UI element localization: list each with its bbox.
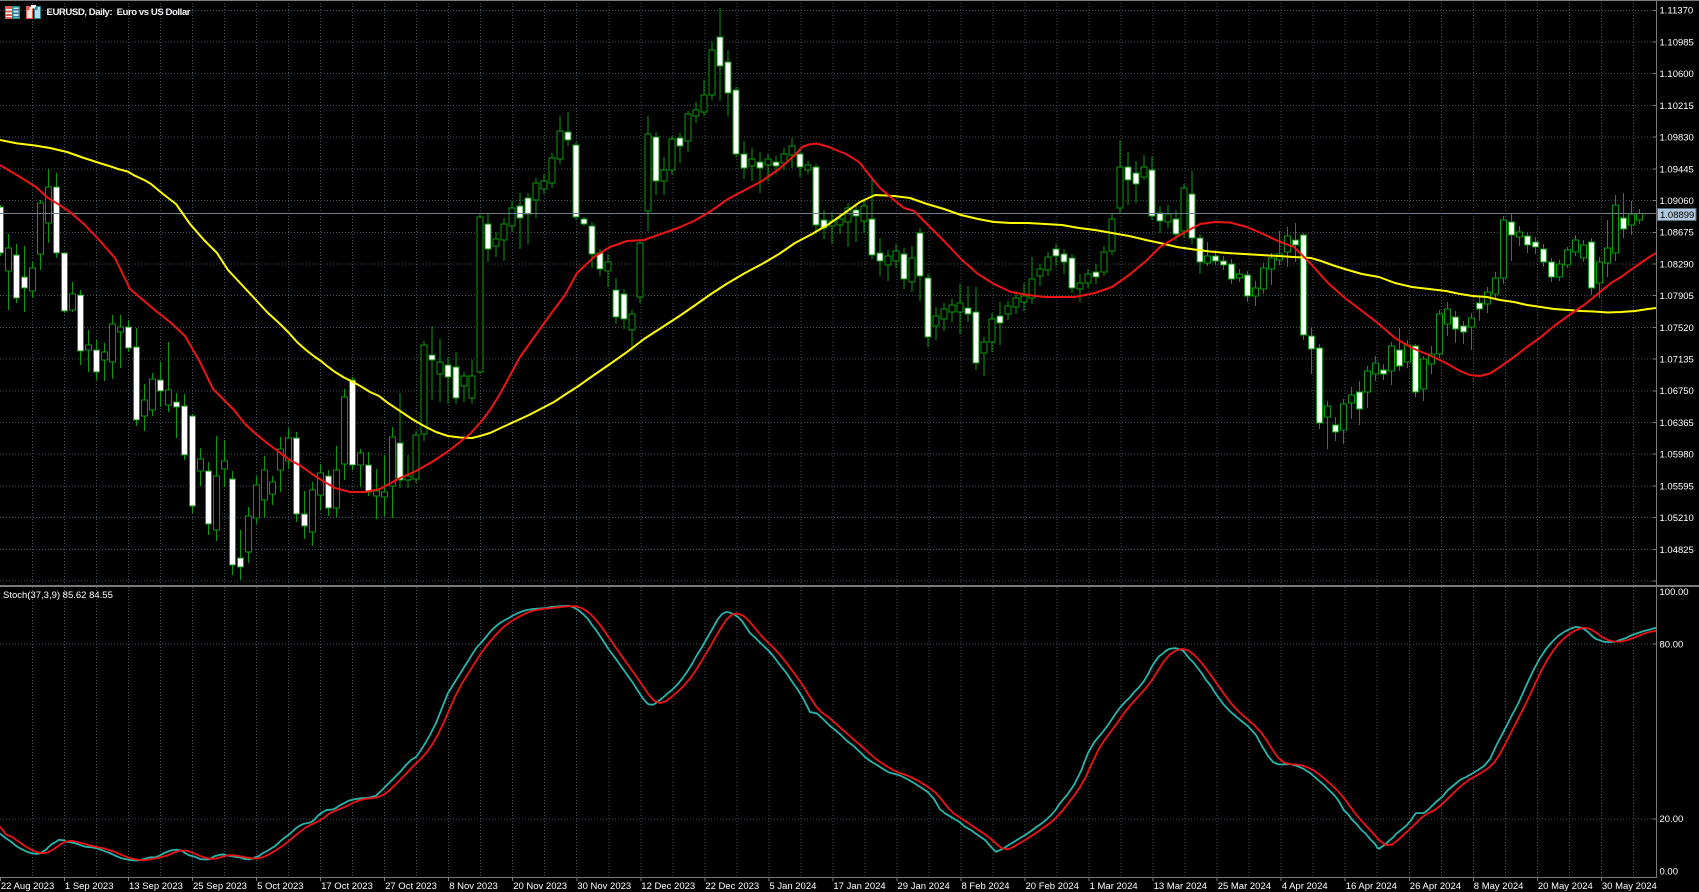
svg-text:5 Oct 2023: 5 Oct 2023 (257, 881, 303, 892)
svg-text:Stoch(37,3,9) 85.62 84.55: Stoch(37,3,9) 85.62 84.55 (3, 590, 113, 601)
svg-text:1.08675: 1.08675 (1660, 228, 1694, 239)
svg-text:1.05980: 1.05980 (1660, 450, 1694, 461)
svg-text:25 Sep 2023: 25 Sep 2023 (193, 881, 247, 892)
svg-text:1 Mar 2024: 1 Mar 2024 (1090, 881, 1138, 892)
svg-text:13 Mar 2024: 13 Mar 2024 (1154, 881, 1207, 892)
svg-text:1.07520: 1.07520 (1660, 323, 1694, 334)
svg-text:1.07905: 1.07905 (1660, 291, 1694, 302)
svg-text:4 Apr 2024: 4 Apr 2024 (1282, 881, 1328, 892)
svg-text:22 Aug 2023: 22 Aug 2023 (1, 881, 54, 892)
svg-text:27 Oct 2023: 27 Oct 2023 (385, 881, 437, 892)
svg-text:16 Apr 2024: 16 Apr 2024 (1346, 881, 1397, 892)
svg-text:20 May 2024: 20 May 2024 (1538, 881, 1593, 892)
svg-text:5 Jan 2024: 5 Jan 2024 (769, 881, 816, 892)
svg-text:100.00: 100.00 (1660, 587, 1689, 598)
svg-text:17 Oct 2023: 17 Oct 2023 (321, 881, 373, 892)
svg-text:1.07135: 1.07135 (1660, 355, 1694, 366)
svg-text:1.05210: 1.05210 (1660, 513, 1694, 524)
svg-text:1.09830: 1.09830 (1660, 133, 1694, 144)
svg-text:1.08290: 1.08290 (1660, 259, 1694, 270)
svg-text:26 Apr 2024: 26 Apr 2024 (1410, 881, 1461, 892)
svg-text:8 Feb 2024: 8 Feb 2024 (962, 881, 1010, 892)
svg-text:25 Mar 2024: 25 Mar 2024 (1218, 881, 1271, 892)
svg-text:30 May 2024: 30 May 2024 (1602, 881, 1657, 892)
svg-text:0.00: 0.00 (1660, 867, 1679, 878)
svg-text:20 Feb 2024: 20 Feb 2024 (1026, 881, 1079, 892)
svg-text:80.00: 80.00 (1660, 640, 1684, 651)
svg-text:1.09445: 1.09445 (1660, 164, 1694, 175)
svg-text:1.10600: 1.10600 (1660, 69, 1694, 80)
svg-text:22 Dec 2023: 22 Dec 2023 (705, 881, 759, 892)
svg-text:EURUSD, Daily: Euro vs US Dol: EURUSD, Daily: Euro vs US Dollar (47, 7, 191, 18)
svg-text:8 Nov 2023: 8 Nov 2023 (449, 881, 498, 892)
svg-text:17 Jan 2024: 17 Jan 2024 (833, 881, 885, 892)
svg-text:1.05595: 1.05595 (1660, 481, 1694, 492)
svg-text:1.09060: 1.09060 (1660, 196, 1694, 207)
svg-text:1.11370: 1.11370 (1660, 6, 1694, 17)
svg-text:8 May 2024: 8 May 2024 (1474, 881, 1524, 892)
svg-text:12 Dec 2023: 12 Dec 2023 (641, 881, 695, 892)
svg-text:1.10985: 1.10985 (1660, 37, 1694, 48)
svg-text:1.10215: 1.10215 (1660, 101, 1694, 112)
svg-text:30 Nov 2023: 30 Nov 2023 (577, 881, 631, 892)
svg-text:1.06750: 1.06750 (1660, 386, 1694, 397)
svg-text:1.04825: 1.04825 (1660, 545, 1694, 556)
svg-text:1.08899: 1.08899 (1660, 210, 1694, 221)
svg-text:29 Jan 2024: 29 Jan 2024 (898, 881, 950, 892)
svg-text:20 Nov 2023: 20 Nov 2023 (513, 881, 567, 892)
svg-text:20.00: 20.00 (1660, 814, 1684, 825)
svg-text:13 Sep 2023: 13 Sep 2023 (129, 881, 183, 892)
svg-text:1.06365: 1.06365 (1660, 418, 1694, 429)
svg-text:1 Sep 2023: 1 Sep 2023 (65, 881, 114, 892)
